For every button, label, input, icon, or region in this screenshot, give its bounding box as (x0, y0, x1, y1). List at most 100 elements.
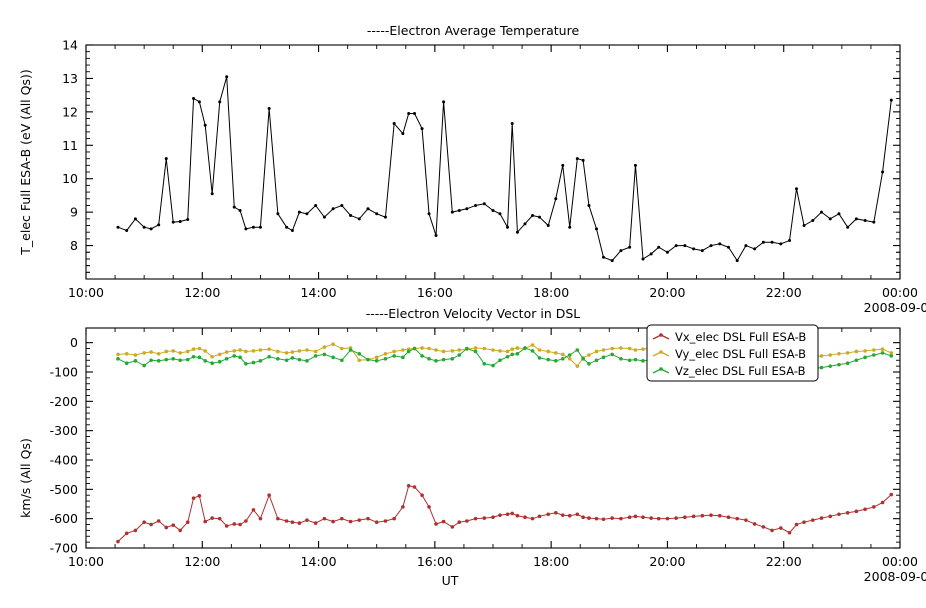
data-point (530, 349, 535, 353)
data-point (872, 353, 876, 357)
data-point (465, 519, 469, 523)
legend-sample-marker-vz (659, 367, 663, 371)
data-point (349, 213, 353, 217)
data-point (628, 245, 632, 249)
data-point (238, 208, 242, 212)
data-point (788, 239, 792, 243)
data-point (244, 349, 248, 354)
data-point (546, 349, 551, 354)
data-point (322, 352, 327, 357)
data-point (700, 249, 704, 253)
data-point (649, 516, 653, 520)
data-point (197, 100, 201, 104)
data-point (802, 224, 806, 228)
data-point (537, 514, 542, 519)
data-point (828, 364, 833, 368)
data-point (142, 520, 146, 524)
data-point (340, 346, 344, 351)
data-point (872, 348, 876, 352)
data-point (392, 122, 396, 126)
data-point (284, 351, 289, 355)
data-point (290, 520, 295, 524)
data-point (546, 512, 551, 517)
data-point (224, 357, 229, 361)
data-point (313, 521, 318, 525)
panel2-x-axis-label: UT (442, 573, 459, 588)
data-point (244, 227, 248, 231)
data-point (276, 357, 280, 361)
data-point (383, 352, 388, 356)
data-point (473, 346, 478, 350)
data-point (191, 496, 196, 500)
data-point (457, 348, 462, 352)
data-point (420, 127, 424, 131)
data-point (197, 346, 202, 351)
data-point (515, 346, 520, 350)
panel2-xtick-label: 10:00 (68, 554, 104, 569)
data-point (641, 347, 645, 351)
data-point (880, 347, 885, 351)
data-point (594, 358, 599, 363)
legend-label-vz[interactable]: Vz_elec DSL Full ESA-B (675, 364, 806, 378)
data-point (761, 525, 766, 529)
data-point (133, 353, 138, 357)
data-point (538, 215, 542, 219)
data-point (828, 514, 833, 519)
data-point (691, 514, 696, 519)
panel2-ytick-label: -300 (50, 423, 78, 438)
data-point (434, 348, 438, 352)
data-point (331, 207, 335, 211)
data-point (505, 349, 510, 354)
data-point (546, 224, 550, 228)
data-point (331, 355, 335, 360)
data-point (794, 522, 799, 527)
panel2-ytick-label: -400 (50, 453, 78, 468)
data-point (567, 513, 572, 518)
data-point (267, 107, 271, 111)
data-point (412, 346, 417, 351)
data-point (450, 210, 454, 214)
data-point (224, 350, 229, 354)
data-point (124, 352, 129, 356)
data-point (244, 361, 248, 366)
data-point (575, 512, 580, 517)
data-point (537, 356, 542, 360)
data-point (210, 354, 214, 359)
data-point (718, 242, 722, 246)
data-point (251, 508, 256, 512)
data-point (575, 157, 579, 161)
data-point (178, 528, 182, 533)
data-point (157, 223, 161, 227)
panel1-temperature-markers (116, 75, 893, 263)
data-point (674, 244, 678, 248)
data-point (322, 516, 327, 521)
data-point (753, 247, 757, 251)
data-point (828, 353, 833, 357)
data-point (744, 518, 748, 522)
data-point (375, 212, 379, 216)
legend-label-vy[interactable]: Vy_elec DSL Full ESA-B (675, 347, 806, 361)
data-point (510, 352, 514, 357)
data-point (837, 212, 841, 216)
data-point (457, 520, 462, 524)
data-point (633, 514, 638, 519)
data-point (225, 75, 229, 79)
data-point (374, 359, 379, 363)
legend-label-vx[interactable]: Vx_elec DSL Full ESA-B (675, 330, 806, 344)
data-point (217, 359, 222, 364)
data-point (340, 358, 344, 363)
data-point (810, 518, 815, 522)
data-point (594, 516, 599, 521)
data-point (185, 520, 190, 524)
data-point (656, 516, 661, 521)
panel2-date-label: 2008-09-08 (864, 569, 926, 584)
data-point (837, 352, 841, 356)
data-point (683, 244, 687, 248)
data-point (178, 351, 182, 355)
panel1-ytick-label: 12 (62, 104, 78, 119)
data-point (465, 207, 469, 211)
data-point (392, 516, 396, 521)
data-point (171, 220, 175, 224)
data-point (434, 359, 438, 363)
data-point (276, 349, 280, 354)
